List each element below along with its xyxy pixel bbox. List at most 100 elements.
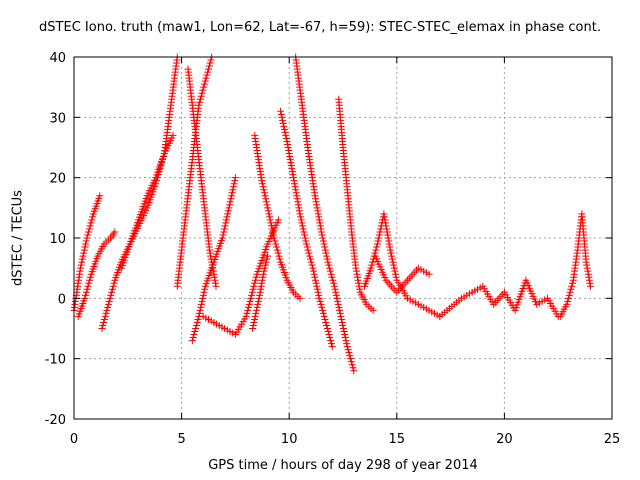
data-point	[101, 312, 109, 320]
data-point	[245, 300, 253, 308]
data-point	[294, 198, 302, 206]
data-point	[385, 237, 393, 245]
data-point	[220, 228, 228, 236]
data-point	[382, 219, 390, 227]
data-point	[261, 192, 269, 200]
data-point	[356, 285, 364, 293]
data-point	[290, 174, 298, 182]
data-point	[223, 213, 231, 221]
data-point	[326, 334, 334, 342]
data-point	[288, 165, 296, 173]
data-point	[104, 303, 112, 311]
data-point	[425, 270, 433, 278]
data-point	[568, 279, 576, 287]
data-point	[267, 219, 275, 227]
data-point	[310, 270, 318, 278]
data-point	[109, 282, 117, 290]
data-point	[292, 186, 300, 194]
data-point	[220, 225, 228, 233]
y-tick-label: 10	[49, 232, 66, 247]
data-point	[319, 306, 327, 314]
data-point	[302, 237, 310, 245]
data-point	[227, 195, 235, 203]
data-point	[324, 328, 332, 336]
data-point	[201, 285, 209, 293]
data-point	[85, 279, 93, 287]
data-point	[200, 83, 208, 91]
data-point	[78, 255, 86, 263]
data-point	[320, 240, 328, 248]
data-series-11	[277, 107, 336, 351]
data-point	[84, 282, 92, 290]
data-point	[321, 243, 329, 251]
data-point	[287, 159, 295, 167]
data-point	[296, 294, 304, 302]
data-point	[282, 134, 290, 142]
data-point	[322, 318, 330, 326]
data-point	[343, 340, 351, 348]
data-point	[376, 228, 384, 236]
data-point	[337, 312, 345, 320]
data-point	[191, 328, 199, 336]
data-point	[347, 358, 355, 366]
data-point	[327, 340, 335, 348]
data-point	[586, 282, 594, 290]
data-point	[190, 331, 198, 339]
data-point	[86, 276, 94, 284]
data-point	[278, 113, 286, 121]
data-series-9	[251, 131, 304, 302]
data-point	[206, 246, 214, 254]
data-point	[582, 258, 590, 266]
data-point	[262, 258, 270, 266]
data-point	[313, 201, 321, 209]
data-point	[325, 261, 333, 269]
data-point	[98, 325, 106, 332]
data-point	[325, 331, 333, 339]
data-point	[269, 231, 277, 239]
data-point	[203, 71, 211, 79]
data-point	[281, 128, 289, 136]
data-point	[189, 334, 197, 342]
data-point	[252, 309, 260, 317]
data-point	[286, 153, 294, 161]
data-point	[323, 321, 331, 329]
data-point	[110, 279, 118, 287]
data-point	[192, 325, 200, 332]
data-point	[346, 352, 354, 360]
data-point	[337, 315, 345, 323]
data-point	[246, 297, 254, 305]
y-tick-label: 20	[49, 172, 66, 187]
data-point	[377, 225, 385, 233]
data-point	[331, 285, 339, 293]
data-point	[352, 264, 360, 272]
data-point	[258, 279, 266, 287]
data-point	[380, 213, 388, 221]
chart-title: dSTEC Iono. truth (maw1, Lon=62, Lat=-67…	[39, 20, 601, 35]
data-point	[111, 228, 119, 236]
data-point	[326, 267, 334, 275]
data-point	[82, 240, 90, 248]
data-point	[386, 243, 394, 251]
data-point	[222, 219, 230, 227]
data-point	[195, 309, 203, 317]
data-point	[102, 309, 110, 317]
data-point	[383, 225, 391, 233]
data-point	[264, 207, 272, 215]
data-point	[85, 225, 93, 233]
data-point	[389, 258, 397, 266]
data-point	[387, 249, 395, 257]
data-point	[256, 288, 264, 296]
data-point	[81, 294, 89, 302]
data-point	[301, 234, 309, 242]
data-point	[251, 276, 259, 284]
y-tick-label: -20	[45, 413, 66, 428]
data-point	[87, 219, 95, 227]
data-point	[384, 234, 392, 242]
data-point	[262, 261, 270, 269]
data-series-7	[188, 174, 239, 345]
data-point	[317, 300, 325, 308]
data-point	[373, 240, 381, 248]
data-point	[259, 183, 267, 191]
data-point	[311, 273, 319, 281]
data-point	[192, 321, 200, 329]
